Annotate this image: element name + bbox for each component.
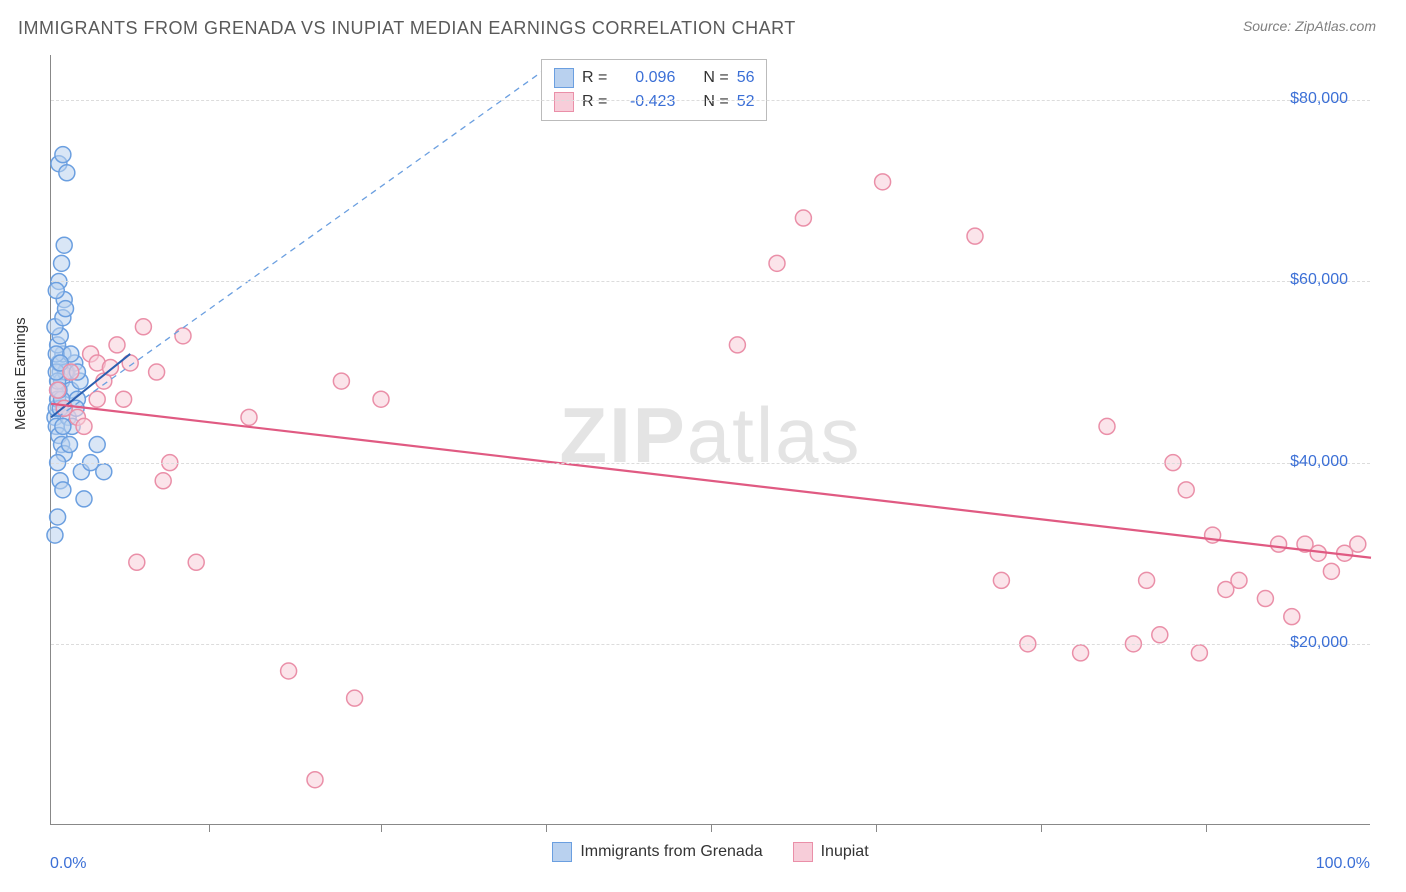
data-point [155, 473, 171, 489]
data-point [347, 690, 363, 706]
legend-n-label: N = [703, 66, 728, 90]
data-point [63, 364, 79, 380]
legend-swatch [554, 68, 574, 88]
data-point [61, 437, 77, 453]
gridline-h [51, 644, 1370, 645]
data-point [175, 328, 191, 344]
x-tick [1206, 824, 1207, 832]
data-point [1350, 536, 1366, 552]
trend-dash-line [58, 64, 553, 417]
legend-n-label: N = [703, 90, 728, 114]
data-point [1191, 645, 1207, 661]
y-tick-label: $80,000 [1290, 90, 1348, 108]
legend-item-label: Immigrants from Grenada [580, 843, 762, 861]
data-point [50, 509, 66, 525]
data-point [109, 337, 125, 353]
data-point [149, 364, 165, 380]
data-point [116, 391, 132, 407]
data-point [59, 165, 75, 181]
data-point [875, 174, 891, 190]
data-point [281, 663, 297, 679]
data-point [1073, 645, 1089, 661]
x-range-left: 0.0% [50, 855, 86, 873]
legend-item: Immigrants from Grenada [552, 842, 762, 862]
data-point [1178, 482, 1194, 498]
data-point [729, 337, 745, 353]
legend-row: R = 0.096 N = 56 [554, 66, 754, 90]
data-point [1323, 563, 1339, 579]
data-point [1099, 418, 1115, 434]
data-point [795, 210, 811, 226]
data-point [333, 373, 349, 389]
data-point [55, 147, 71, 163]
trend-line [51, 404, 1371, 558]
data-point [76, 491, 92, 507]
gridline-h [51, 463, 1370, 464]
data-point [188, 554, 204, 570]
x-tick [711, 824, 712, 832]
legend-swatch [793, 842, 813, 862]
chart-plot-area: ZIPatlas R =0.096N =56R =-0.423N =52 Imm… [50, 55, 1370, 825]
data-point [56, 237, 72, 253]
data-point [50, 382, 66, 398]
data-point [1271, 536, 1287, 552]
chart-source: Source: ZipAtlas.com [1243, 18, 1376, 34]
data-point [55, 482, 71, 498]
legend-r-label: R = [582, 66, 607, 90]
legend-r-value: 0.096 [615, 66, 675, 90]
correlation-legend: R = 0.096 N = 56 R = -0.423 N = 52 [541, 59, 767, 121]
x-tick [1041, 824, 1042, 832]
data-point [129, 554, 145, 570]
data-point [1284, 609, 1300, 625]
data-point [135, 319, 151, 335]
legend-row: R = -0.423 N = 52 [554, 90, 754, 114]
data-point [76, 418, 92, 434]
legend-item: Inupiat [793, 842, 869, 862]
data-point [1139, 572, 1155, 588]
x-range-right: 100.0% [1316, 855, 1370, 873]
data-point [993, 572, 1009, 588]
x-tick [546, 824, 547, 832]
x-tick [209, 824, 210, 832]
data-point [58, 301, 74, 317]
data-point [769, 255, 785, 271]
gridline-h [51, 100, 1370, 101]
legend-item-label: Inupiat [821, 843, 869, 861]
scatter-plot-svg [51, 55, 1370, 824]
data-point [307, 772, 323, 788]
data-point [967, 228, 983, 244]
data-point [1257, 591, 1273, 607]
y-tick-label: $60,000 [1290, 271, 1348, 289]
data-point [55, 418, 71, 434]
y-tick-label: $20,000 [1290, 634, 1348, 652]
data-point [48, 283, 64, 299]
data-point [1152, 627, 1168, 643]
y-tick-label: $40,000 [1290, 453, 1348, 471]
legend-swatch [554, 92, 574, 112]
data-point [241, 409, 257, 425]
data-point [89, 391, 105, 407]
data-point [96, 464, 112, 480]
series-legend: Immigrants from Grenada Inupiat [51, 842, 1370, 862]
chart-title: IMMIGRANTS FROM GRENADA VS INUPIAT MEDIA… [18, 18, 796, 39]
x-tick [876, 824, 877, 832]
data-point [373, 391, 389, 407]
gridline-h [51, 281, 1370, 282]
data-point [54, 255, 70, 271]
legend-n-value: 52 [737, 90, 755, 114]
x-tick [381, 824, 382, 832]
y-axis-label: Median Earnings [12, 317, 29, 430]
data-point [47, 527, 63, 543]
legend-r-value: -0.423 [615, 90, 675, 114]
chart-header: IMMIGRANTS FROM GRENADA VS INUPIAT MEDIA… [0, 0, 1406, 47]
legend-r-label: R = [582, 90, 607, 114]
legend-swatch [552, 842, 572, 862]
data-point [89, 437, 105, 453]
legend-n-value: 56 [737, 66, 755, 90]
data-point [1231, 572, 1247, 588]
